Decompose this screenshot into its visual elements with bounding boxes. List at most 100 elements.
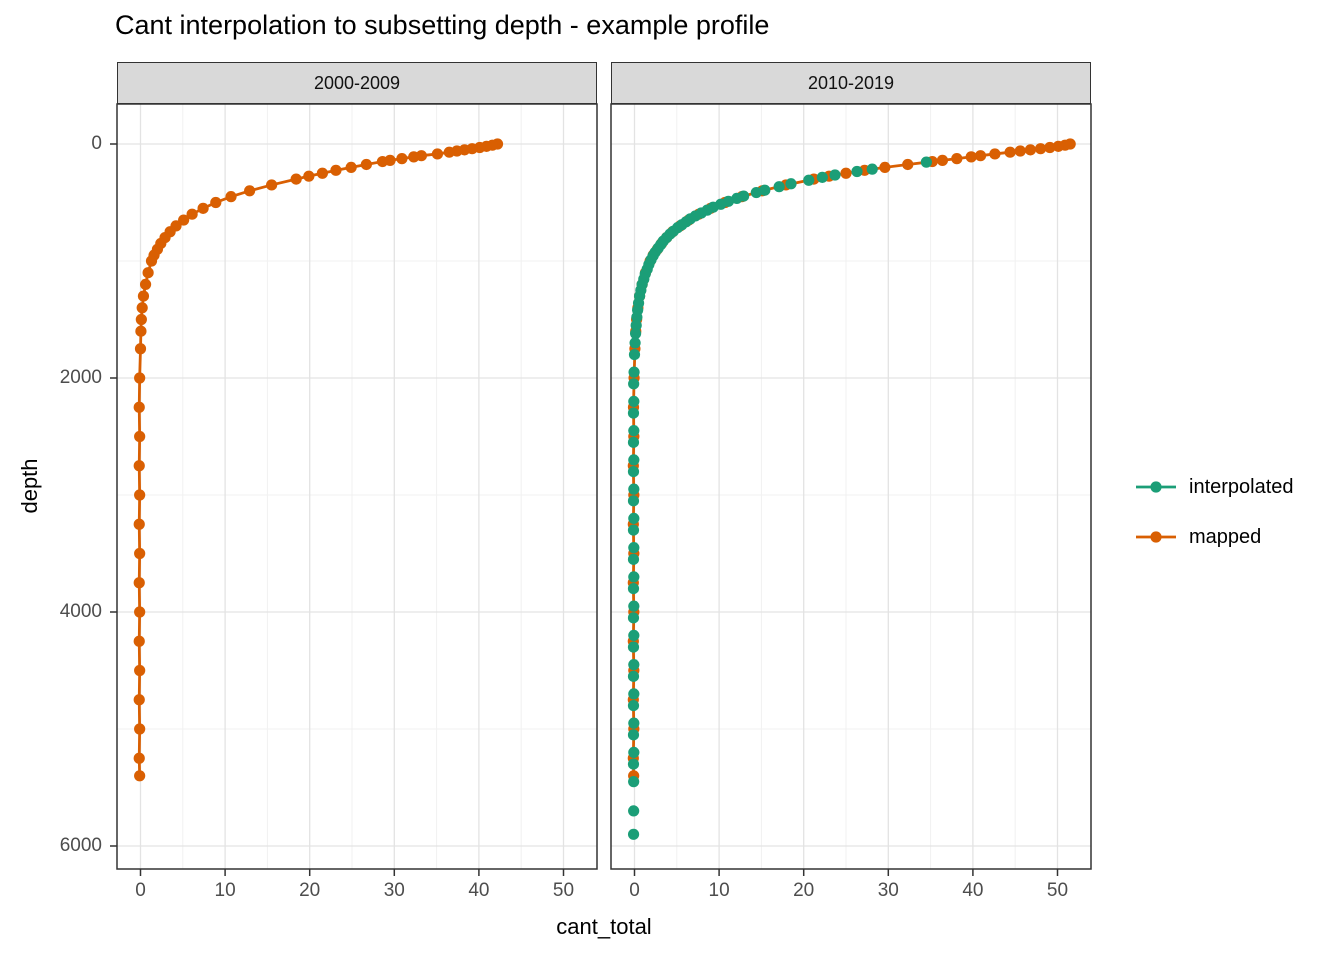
panel-2000-2009	[110, 103, 598, 876]
data-point-interpolated	[627, 641, 640, 653]
legend-key-mapped-icon	[1136, 531, 1176, 543]
data-point-mapped	[290, 173, 302, 185]
data-point-mapped	[133, 401, 145, 413]
facet-strip-label: 2000-2009	[313, 72, 401, 93]
data-point-mapped	[142, 267, 154, 279]
facet-strip-2010-2019: 2010-2019	[611, 62, 1091, 104]
data-point-mapped	[197, 202, 209, 214]
data-point-mapped	[210, 196, 222, 209]
data-point-mapped	[133, 752, 145, 764]
data-point-mapped	[134, 606, 146, 618]
data-point-mapped	[360, 158, 372, 171]
data-point-mapped	[133, 518, 145, 530]
data-point-interpolated	[628, 659, 640, 671]
data-point-interpolated	[628, 425, 640, 437]
x-tick-label: 40	[468, 880, 490, 901]
data-point-mapped	[135, 325, 147, 337]
data-point-mapped	[1034, 143, 1047, 155]
x-tick-label: 20	[793, 880, 815, 901]
data-point-mapped	[134, 770, 146, 782]
series-interpolated	[627, 156, 932, 840]
data-point-interpolated	[628, 805, 640, 817]
data-point-mapped	[133, 635, 145, 647]
data-point-interpolated	[759, 184, 771, 196]
data-point-interpolated	[750, 186, 762, 199]
data-point-mapped	[178, 214, 190, 226]
data-point-mapped	[134, 723, 146, 735]
y-tick-label: 6000	[59, 835, 102, 856]
data-point-interpolated	[630, 319, 642, 331]
data-point-mapped	[134, 489, 146, 501]
x-tick-label: 10	[214, 880, 236, 901]
data-point-interpolated	[631, 311, 643, 323]
data-point-interpolated	[627, 407, 640, 419]
data-point-interpolated	[629, 327, 642, 340]
data-point-interpolated	[866, 163, 878, 175]
data-point-mapped	[330, 164, 342, 176]
data-point-mapped	[965, 151, 977, 163]
legend-label: interpolated	[1189, 475, 1294, 498]
data-point-interpolated	[773, 181, 785, 193]
data-point-mapped	[1024, 144, 1037, 156]
data-point-interpolated	[627, 700, 640, 712]
data-point-mapped	[266, 179, 278, 191]
data-point-interpolated	[628, 349, 641, 361]
y-tick-label: 0	[91, 133, 102, 154]
data-point-interpolated	[627, 729, 640, 741]
data-point-mapped	[879, 161, 891, 173]
data-point-mapped	[1014, 145, 1026, 157]
legend-key-interpolated-icon	[1136, 481, 1176, 493]
data-point-interpolated	[628, 454, 640, 466]
data-point-interpolated	[628, 571, 640, 583]
data-point-interpolated	[627, 670, 640, 682]
facet-strip-2000-2009: 2000-2009	[117, 62, 597, 104]
data-point-mapped	[244, 185, 256, 197]
series-mapped	[133, 138, 504, 782]
x-tick-label: 50	[552, 880, 575, 901]
data-point-interpolated	[627, 758, 640, 770]
data-point-mapped	[225, 191, 237, 203]
data-point-mapped	[1004, 146, 1016, 158]
data-point-mapped	[133, 577, 145, 589]
data-point-mapped	[135, 313, 147, 326]
data-point-interpolated	[628, 542, 640, 554]
x-tick-label: 0	[629, 880, 640, 901]
panel-2010-2019	[610, 103, 1092, 876]
data-point-mapped	[133, 460, 145, 472]
data-point-interpolated	[731, 192, 743, 205]
data-point-interpolated	[628, 688, 640, 700]
panel-border	[610, 103, 1092, 870]
legend-item-interpolated: interpolated	[1133, 470, 1294, 504]
y-tick-label: 4000	[59, 601, 102, 622]
data-point-mapped	[134, 372, 146, 384]
data-point-interpolated	[829, 169, 841, 181]
data-point-mapped	[408, 151, 420, 163]
x-tick-label: 30	[383, 880, 405, 901]
data-point-mapped	[186, 208, 198, 220]
data-point-mapped	[951, 153, 963, 165]
x-tick-label: 0	[135, 880, 146, 901]
facet-strip-label: 2010-2019	[807, 72, 895, 93]
panel-border	[116, 103, 598, 870]
data-point-mapped	[134, 343, 147, 355]
data-point-interpolated	[628, 746, 640, 759]
legend: interpolated mapped	[1133, 470, 1294, 570]
data-point-mapped	[902, 158, 914, 171]
data-point-interpolated	[627, 612, 640, 624]
data-point-mapped	[137, 290, 150, 302]
data-point-mapped	[1052, 140, 1064, 152]
data-point-mapped	[134, 664, 146, 677]
data-point-interpolated	[628, 717, 640, 729]
y-axis-title: depth	[17, 458, 42, 514]
data-point-interpolated	[628, 629, 640, 642]
data-point-mapped	[345, 161, 357, 173]
data-point-interpolated	[628, 378, 640, 390]
data-point-mapped	[840, 167, 852, 179]
data-point-interpolated	[627, 583, 640, 595]
x-tick-label: 20	[299, 880, 321, 901]
data-point-mapped	[431, 148, 444, 160]
x-tick-label: 40	[962, 880, 984, 901]
data-point-mapped	[974, 150, 987, 162]
